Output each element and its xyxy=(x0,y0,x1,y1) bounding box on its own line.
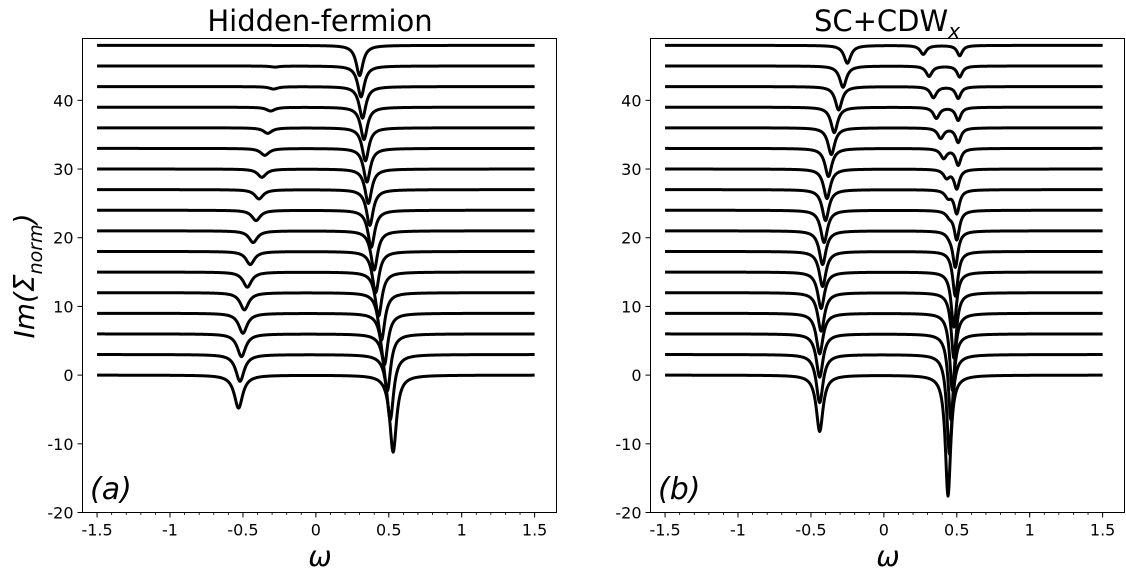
y-tick-label: -20 xyxy=(615,504,641,523)
panel-a-y-label: Im(Σnorm) xyxy=(8,213,47,338)
y-label-close: ) xyxy=(8,213,41,226)
x-tick-label: 0.5 xyxy=(376,521,401,540)
panel-b-curve-8 xyxy=(664,208,1104,245)
panel-a-x-label: ω xyxy=(308,540,331,573)
panel-a-curve-10 xyxy=(96,167,536,205)
panel-b-curve-5 xyxy=(664,270,1104,329)
panel-a-curve-2 xyxy=(96,332,536,393)
panel-b-frame xyxy=(650,38,1125,513)
panel-b-y-ticks: -20 -10 0 10 20 30 40 xyxy=(615,91,651,523)
panel-b-curve-15 xyxy=(664,64,1104,89)
panel-b-curve-14 xyxy=(664,85,1104,112)
panel-a-y-ticks: -20 -10 0 10 20 30 40 xyxy=(47,91,83,523)
panel-b: SC+CDWx -1.5 -1 -0.5 0 0.5 1 1.5 -20 -10 0 10 20 30… xyxy=(615,4,1125,573)
panel-a-title: Hidden-fermion xyxy=(207,4,432,38)
panel-b-curves xyxy=(664,43,1104,498)
panel-a-curve-12 xyxy=(96,126,536,163)
panel-b-curve-4 xyxy=(664,291,1104,360)
y-tick-label: 40 xyxy=(621,91,641,110)
x-tick-label: -1 xyxy=(162,521,178,540)
panel-a-curve-4 xyxy=(96,291,536,342)
panel-b-curve-2 xyxy=(664,332,1104,422)
y-tick-label: 20 xyxy=(53,229,73,248)
panel-a-x-ticks: -1.5 -1 -0.5 0 0.5 1 1.5 xyxy=(81,512,547,540)
panel-b-curve-6 xyxy=(664,249,1104,298)
panel-a-curve-6 xyxy=(96,249,536,295)
panel-a-curve-7 xyxy=(96,229,536,272)
panel-b-title-subscript: x xyxy=(947,19,960,43)
panel-a-curve-3 xyxy=(96,311,536,367)
x-tick-label: 0 xyxy=(879,521,889,540)
panel-b-curve-12 xyxy=(664,126,1104,157)
panel-a-curve-9 xyxy=(96,188,536,227)
panel-a-label: (a) xyxy=(90,472,132,507)
y-tick-label: 10 xyxy=(621,297,641,316)
panel-a-curve-14 xyxy=(96,85,536,120)
x-tick-label: 0.5 xyxy=(944,521,969,540)
x-tick-label: 1.5 xyxy=(522,521,547,540)
x-tick-label: -0.5 xyxy=(227,521,258,540)
x-tick-label: 1 xyxy=(1025,521,1035,540)
y-tick-label: 10 xyxy=(53,297,73,316)
y-tick-label: 0 xyxy=(631,366,641,385)
panel-a-curve-5 xyxy=(96,270,536,318)
panel-a-curve-11 xyxy=(96,146,536,184)
y-tick-label: 0 xyxy=(63,366,73,385)
panel-b-curve-13 xyxy=(664,105,1104,135)
x-tick-label: -1 xyxy=(730,521,746,540)
panel-a-curve-16 xyxy=(96,43,536,78)
panel-b-curve-16 xyxy=(664,43,1104,65)
y-tick-label: 30 xyxy=(621,160,641,179)
panel-a-curves xyxy=(96,43,536,454)
y-tick-label: 30 xyxy=(53,160,73,179)
x-tick-label: 0 xyxy=(311,521,321,540)
panel-b-curve-7 xyxy=(664,229,1104,269)
panel-a-frame xyxy=(82,38,557,513)
y-tick-label: -20 xyxy=(47,504,73,523)
panel-b-curve-3 xyxy=(664,311,1104,392)
y-tick-label: -10 xyxy=(47,435,73,454)
y-label-subscript: norm xyxy=(25,224,47,274)
panel-b-label: (b) xyxy=(658,472,700,507)
panel-b-x-label: ω xyxy=(876,540,899,573)
panel-a-curve-1 xyxy=(96,353,536,422)
x-tick-label: 1.5 xyxy=(1090,521,1115,540)
panel-a-curve-15 xyxy=(96,64,536,99)
panel-b-curve-10 xyxy=(664,167,1104,201)
x-tick-label: -0.5 xyxy=(795,521,826,540)
panel-b-x-ticks: -1.5 -1 -0.5 0 0.5 1 1.5 xyxy=(649,512,1115,540)
panel-b-curve-9 xyxy=(664,188,1104,223)
panel-b-curve-0 xyxy=(664,373,1104,498)
y-tick-label: -10 xyxy=(615,435,641,454)
x-tick-label: -1.5 xyxy=(81,521,112,540)
panel-a-curve-0 xyxy=(96,373,536,454)
x-tick-label: 1 xyxy=(457,521,467,540)
panel-a: Hidden-fermion -1.5 -1 -0.5 0 0.5 1 1.5 -20 -10… xyxy=(8,4,557,573)
panel-b-title: SC+CDWx xyxy=(814,4,960,43)
y-tick-label: 40 xyxy=(53,91,73,110)
y-tick-label: 20 xyxy=(621,229,641,248)
panel-a-curve-13 xyxy=(96,105,536,141)
x-tick-label: -1.5 xyxy=(649,521,680,540)
y-label-main: Im(Σ xyxy=(8,274,41,338)
panel-b-curve-11 xyxy=(664,146,1104,179)
panel-b-title-main: SC+CDW xyxy=(814,4,948,38)
panel-b-curve-1 xyxy=(664,353,1104,456)
panel-a-curve-8 xyxy=(96,208,536,249)
